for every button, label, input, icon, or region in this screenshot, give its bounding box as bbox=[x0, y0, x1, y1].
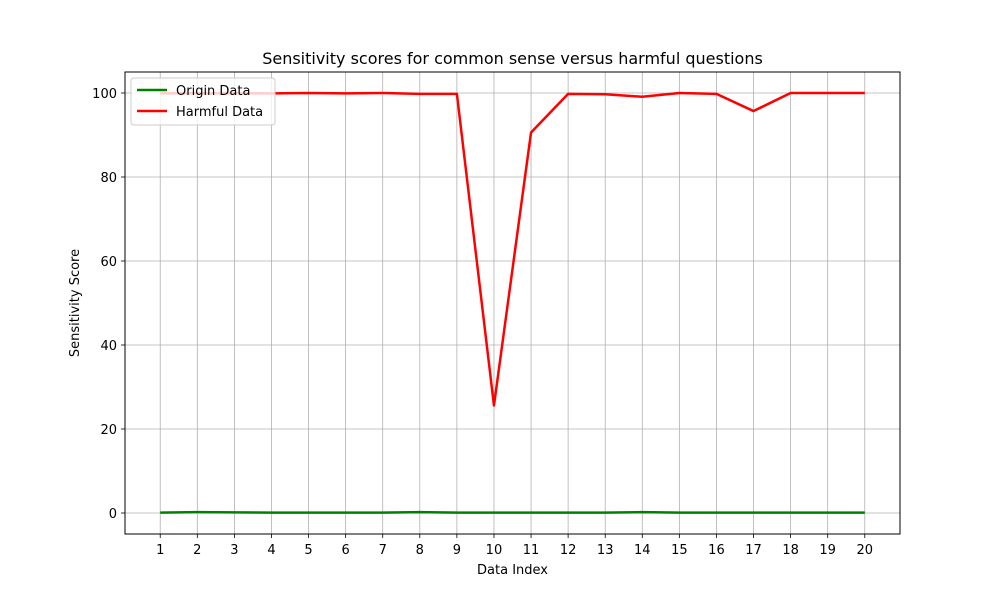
series-line-harmful-data bbox=[160, 91, 865, 407]
x-axis-label: Data Index bbox=[477, 563, 548, 578]
y-tick-label: 20 bbox=[100, 423, 117, 438]
x-tick-label: 5 bbox=[304, 543, 312, 558]
x-ticks: 1 2 3 4 5 6 7 8 9 10 11 12 13 14 15 16 17 18 19 20 bbox=[156, 534, 873, 558]
x-tick-label: 13 bbox=[597, 543, 614, 558]
x-tick-label: 19 bbox=[819, 543, 836, 558]
y-tick-label: 40 bbox=[100, 339, 117, 354]
x-tick-label: 11 bbox=[523, 543, 540, 558]
x-tick-label: 9 bbox=[453, 543, 461, 558]
x-tick-label: 17 bbox=[745, 543, 762, 558]
x-tick-label: 10 bbox=[486, 543, 503, 558]
y-axis-label: Sensitivity Score bbox=[68, 249, 83, 357]
legend: Origin Data Harmful Data bbox=[130, 77, 276, 126]
series-lines bbox=[160, 91, 865, 514]
y-ticks: 0 20 40 60 80 100 bbox=[92, 87, 125, 522]
grid bbox=[125, 72, 900, 534]
y-tick-label: 100 bbox=[92, 87, 117, 102]
x-tick-label: 15 bbox=[671, 543, 688, 558]
x-tick-label: 2 bbox=[193, 543, 201, 558]
x-tick-label: 8 bbox=[416, 543, 424, 558]
y-tick-label: 0 bbox=[109, 507, 117, 522]
legend-label-harmful-data: Harmful Data bbox=[176, 105, 263, 120]
legend-label-origin-data: Origin Data bbox=[176, 84, 250, 99]
x-tick-label: 7 bbox=[379, 543, 387, 558]
x-tick-label: 6 bbox=[341, 543, 349, 558]
x-tick-label: 1 bbox=[156, 543, 164, 558]
x-tick-label: 18 bbox=[782, 543, 799, 558]
plot-frame bbox=[124, 71, 901, 535]
x-tick-label: 14 bbox=[634, 543, 651, 558]
chart-title: Sensitivity scores for common sense vers… bbox=[262, 49, 763, 68]
x-tick-label: 20 bbox=[856, 543, 873, 558]
x-tick-label: 3 bbox=[230, 543, 238, 558]
y-tick-label: 80 bbox=[100, 171, 117, 186]
x-tick-label: 4 bbox=[267, 543, 275, 558]
x-tick-label: 12 bbox=[560, 543, 577, 558]
y-tick-label: 60 bbox=[100, 255, 117, 270]
x-tick-label: 16 bbox=[708, 543, 725, 558]
